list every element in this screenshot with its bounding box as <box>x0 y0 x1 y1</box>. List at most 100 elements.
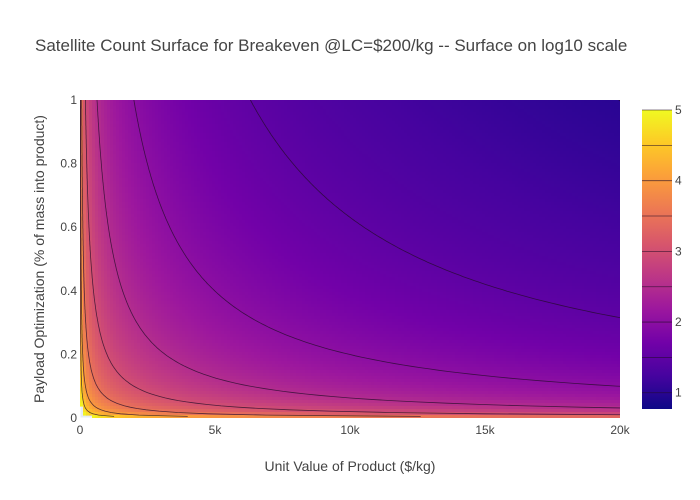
surface-cell <box>194 391 198 395</box>
surface-cell <box>236 181 240 188</box>
surface-cell <box>104 127 108 131</box>
surface-cell <box>128 298 132 302</box>
surface-cell <box>230 280 234 284</box>
surface-cell <box>200 100 204 104</box>
surface-cell <box>236 139 240 143</box>
surface-cell <box>89 355 93 359</box>
surface-cell <box>218 232 222 236</box>
surface-cell <box>137 379 141 383</box>
surface-cell <box>245 349 249 353</box>
surface-cell <box>116 361 120 365</box>
surface-cell <box>104 199 108 203</box>
surface-cell <box>248 253 252 257</box>
surface-cell <box>116 286 120 293</box>
surface-cell <box>218 277 222 281</box>
surface-cell <box>236 289 240 293</box>
surface-cell <box>197 253 201 257</box>
surface-cell <box>206 304 210 308</box>
surface-cell <box>149 415 153 418</box>
surface-cell <box>194 100 198 104</box>
surface-cell <box>104 223 108 227</box>
surface-cell <box>137 298 141 302</box>
surface-cell <box>131 157 135 164</box>
surface-cell <box>233 409 237 413</box>
surface-cell <box>95 397 99 401</box>
surface-cell <box>113 379 117 383</box>
surface-cell <box>206 325 210 329</box>
surface-cell <box>236 370 240 374</box>
surface-cell <box>83 361 87 365</box>
surface-cell <box>95 199 99 206</box>
surface-cell <box>86 163 90 173</box>
surface-cell <box>128 367 132 371</box>
surface-cell <box>83 160 87 164</box>
surface-cell <box>113 301 117 305</box>
surface-cell <box>242 196 246 203</box>
surface-cell <box>95 100 99 107</box>
surface-cell <box>215 340 219 344</box>
surface-cell <box>98 301 102 305</box>
surface-cell <box>167 289 171 293</box>
surface-cell <box>170 352 174 356</box>
surface-cell <box>179 199 183 203</box>
surface-cell <box>137 244 141 248</box>
surface-cell <box>158 142 162 152</box>
surface-cell <box>245 373 249 377</box>
surface-cell <box>221 349 225 353</box>
surface-cell <box>89 241 93 245</box>
surface-cell <box>104 100 108 104</box>
surface-cell <box>173 160 177 164</box>
surface-cell <box>140 352 144 356</box>
surface-cell <box>158 154 162 158</box>
surface-cell <box>170 346 174 350</box>
surface-cell <box>227 265 231 269</box>
surface-cell <box>122 265 126 269</box>
surface-cell <box>143 226 147 230</box>
surface-cell <box>134 337 138 341</box>
surface-cell <box>209 373 213 377</box>
surface-cell <box>110 235 114 239</box>
surface-cell <box>149 166 153 173</box>
surface-cell <box>125 133 129 140</box>
surface-cell <box>104 373 108 377</box>
surface-cell <box>218 274 222 278</box>
surface-cell <box>122 316 126 320</box>
surface-cell <box>185 346 189 350</box>
surface-cell <box>101 388 105 392</box>
surface-cell <box>215 322 219 326</box>
surface-cell <box>122 214 126 218</box>
surface-cell <box>119 385 123 389</box>
surface-cell <box>149 148 153 155</box>
surface-cell <box>194 355 198 359</box>
surface-cell <box>125 106 129 116</box>
surface-cell <box>170 268 174 272</box>
surface-cell <box>239 403 243 407</box>
surface-cell <box>152 235 156 239</box>
surface-cell <box>242 358 246 362</box>
surface-cell <box>104 151 108 155</box>
surface-cell <box>107 211 111 215</box>
surface-cell <box>245 184 249 188</box>
surface-cell <box>221 394 225 398</box>
surface-cell <box>83 169 87 173</box>
surface-cell <box>146 259 150 263</box>
surface-cell <box>107 244 111 248</box>
surface-cell <box>128 205 132 209</box>
surface-cell <box>176 289 180 293</box>
surface-cell <box>137 328 141 332</box>
surface-cell <box>170 334 174 338</box>
surface-cell <box>173 127 177 134</box>
surface-cell <box>161 394 165 398</box>
surface-cell <box>86 268 90 272</box>
surface-cell <box>212 349 216 353</box>
surface-cell <box>197 235 201 239</box>
surface-cell <box>143 169 147 176</box>
surface-cell <box>233 340 237 344</box>
surface-cell <box>239 364 243 368</box>
surface-cell <box>110 364 114 368</box>
surface-cell <box>146 220 150 227</box>
surface-cell <box>215 130 219 140</box>
surface-cell <box>122 148 126 152</box>
surface-cell <box>116 268 120 272</box>
surface-cell <box>221 265 225 269</box>
